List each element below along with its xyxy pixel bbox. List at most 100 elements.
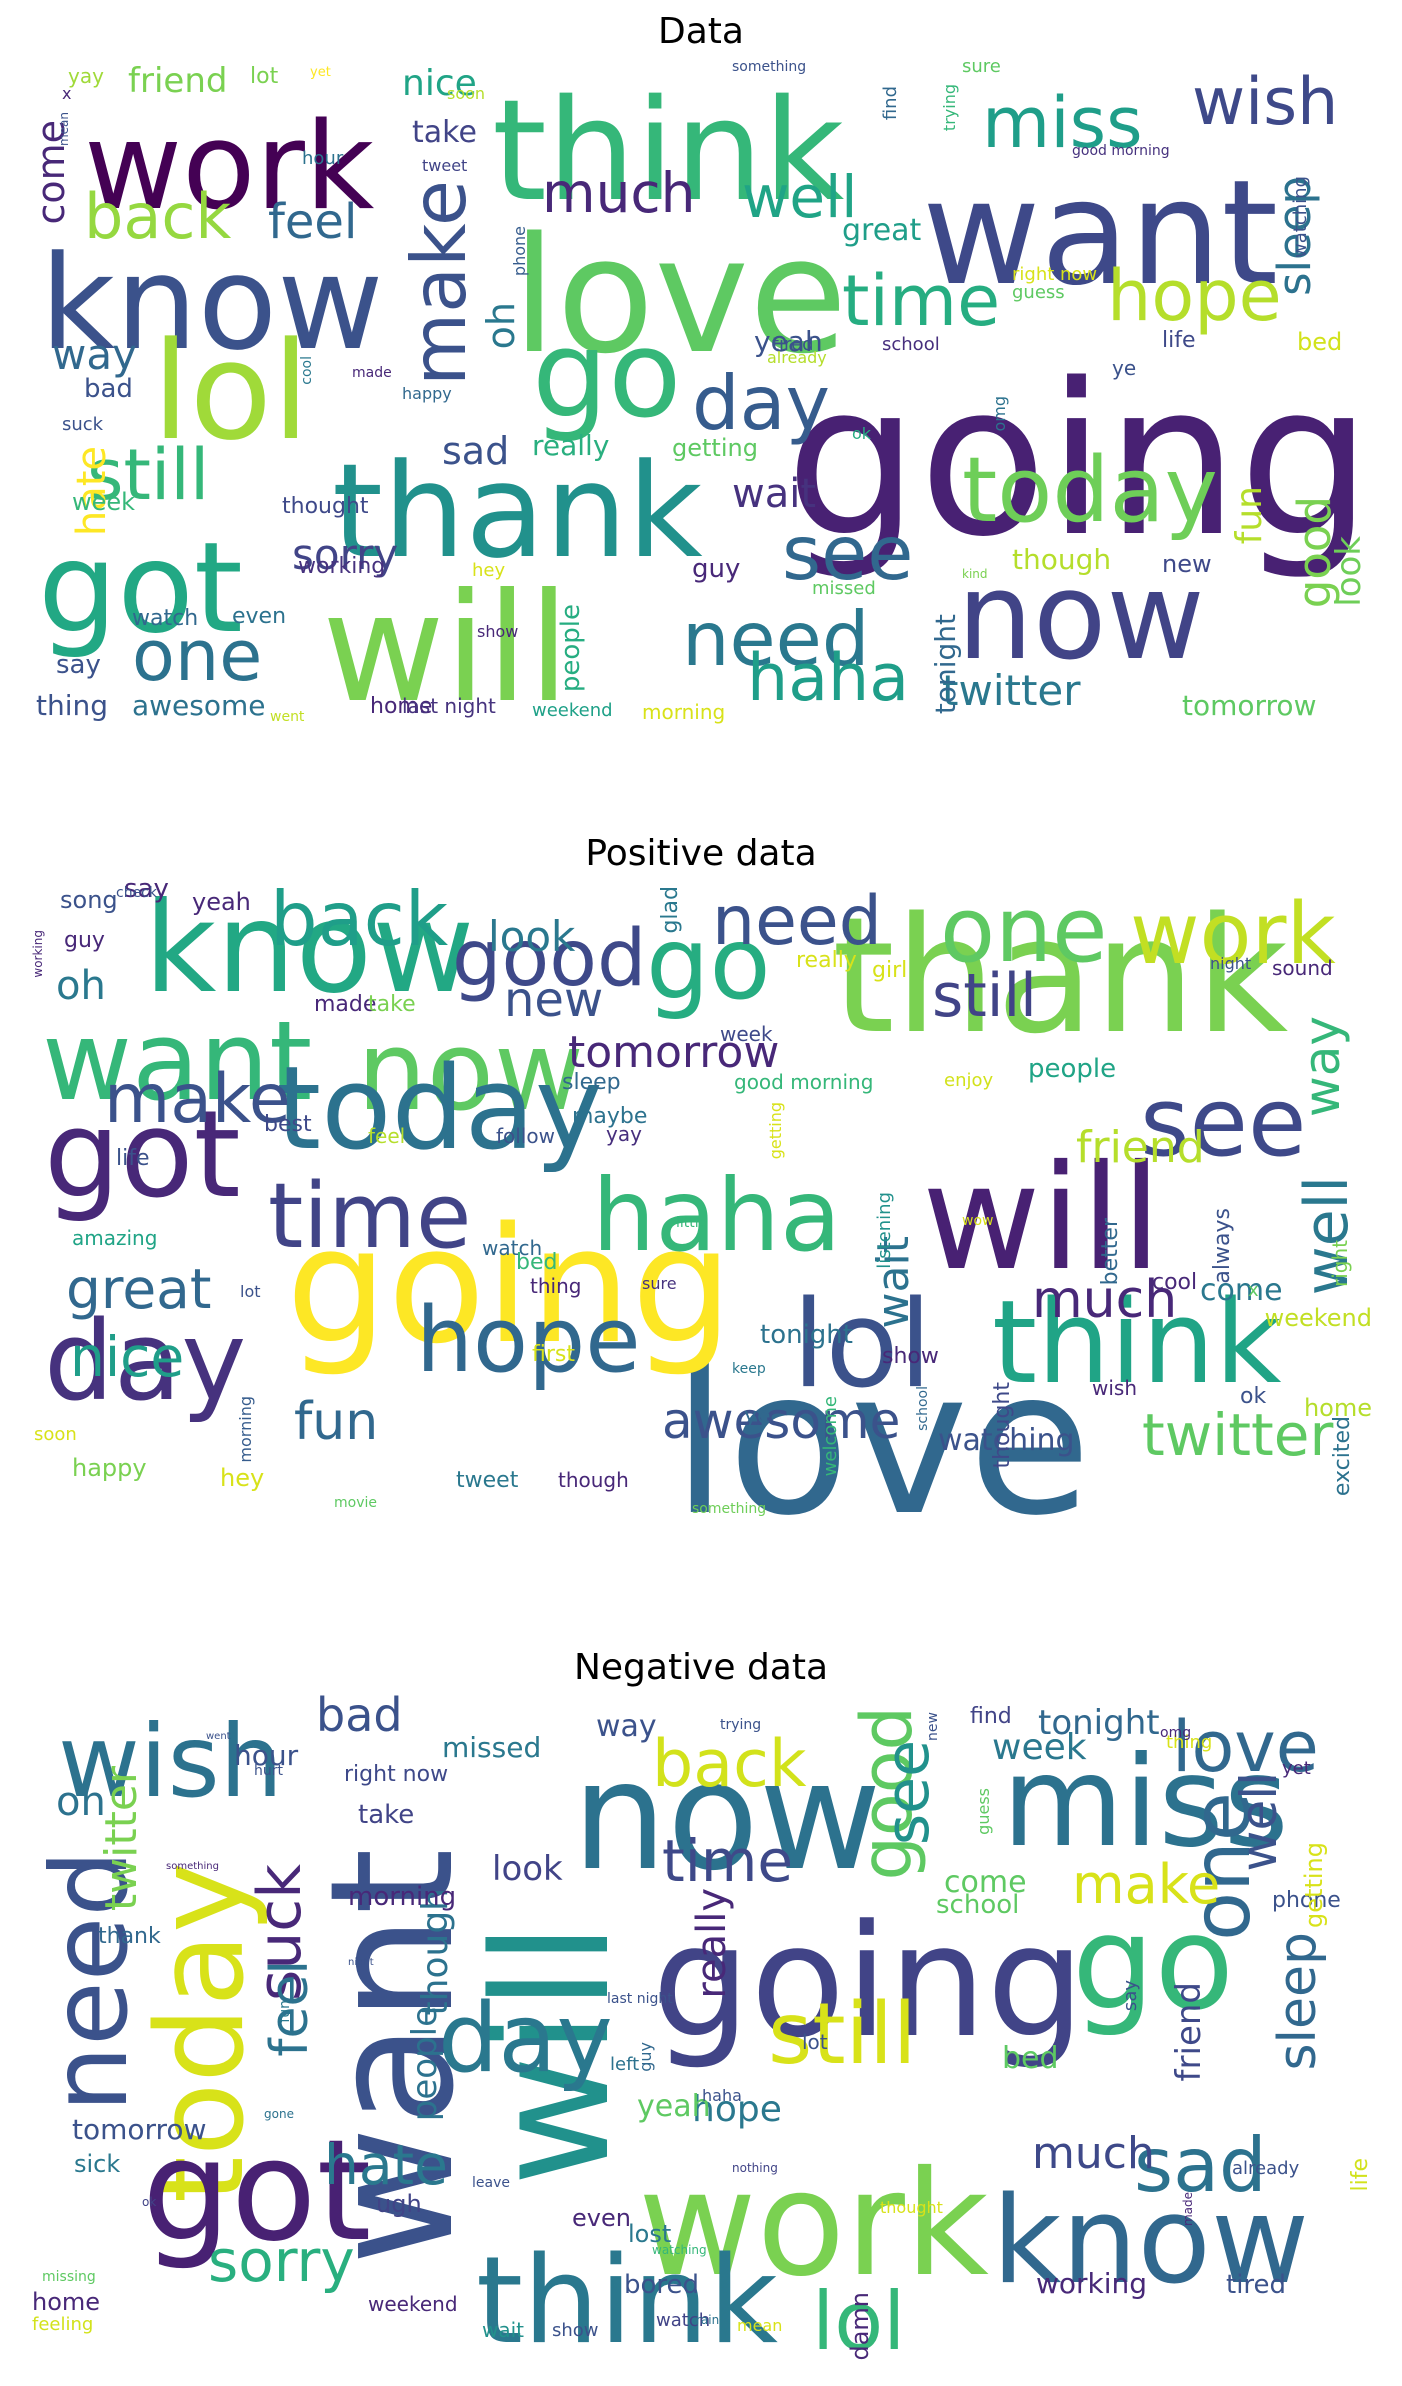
cloud-word: happy: [402, 384, 452, 403]
cloud-word: left: [610, 2054, 640, 2075]
cloud-word: missed: [442, 1731, 542, 1764]
cloud-word: mean: [57, 112, 71, 147]
cloud-word: show: [552, 2320, 599, 2341]
cloud-word: see: [873, 1740, 943, 1846]
cloud-word: day: [44, 1297, 247, 1425]
cloud-word: morning: [236, 1396, 255, 1463]
cloud-word: feel: [368, 1124, 406, 1148]
cloud-word: yay: [606, 1122, 642, 1146]
cloud-word: keep: [732, 1361, 766, 1377]
cloud-word: even: [572, 2204, 631, 2232]
cloud-word: school: [915, 1386, 931, 1431]
cloud-word: welcome: [820, 1396, 841, 1477]
cloud-word: ok: [142, 2195, 157, 2209]
cloud-word: nothing: [732, 2161, 778, 2175]
cloud-word: find: [970, 1704, 1012, 1729]
cloud-word: want: [922, 149, 1279, 318]
cloud-word: though: [558, 1468, 629, 1492]
cloud-word: go: [646, 905, 771, 1022]
word-cloud-data: going will love think know work want thank got lo…: [32, 56, 1372, 724]
cloud-word: tomorrow: [72, 2113, 207, 2146]
cloud-word: got: [38, 516, 243, 661]
cloud-word: twitter: [1142, 1401, 1334, 1469]
cloud-word: school: [936, 1890, 1020, 1920]
cloud-word: something: [692, 1501, 767, 1517]
cloud-word: lol: [152, 313, 310, 470]
cloud-word: think: [476, 2232, 778, 2362]
cloud-word: feeling: [32, 2314, 94, 2335]
cloud-word: find: [880, 86, 901, 121]
cloud-word: show: [477, 622, 519, 641]
cloud-word: last night: [402, 694, 496, 718]
cloud-word: look: [492, 1849, 563, 1889]
cloud-word: make: [395, 180, 483, 386]
cloud-word: home: [1303, 1394, 1372, 1422]
cloud-word: listening: [874, 1192, 895, 1269]
cloud-word: good morning: [734, 1070, 874, 1094]
cloud-word: life: [1162, 328, 1196, 353]
cloud-word: day: [438, 1984, 613, 2094]
cloud-word: trying: [940, 84, 959, 132]
cloud-word: come: [1200, 1273, 1283, 1308]
cloud-word: look: [488, 912, 576, 961]
cloud-word: little: [676, 1215, 708, 1231]
cloud-word: see: [1140, 1068, 1307, 1178]
cloud-word: ye: [1112, 356, 1137, 380]
cloud-word: glad: [658, 886, 683, 934]
cloud-word: getting: [672, 434, 758, 462]
cloud-word: one: [940, 878, 1108, 983]
cloud-word: working: [32, 930, 45, 978]
cloud-word: life: [116, 1146, 150, 1171]
cloud-word: first: [532, 1342, 575, 1367]
cloud-word: home: [370, 694, 433, 719]
cloud-word: make: [104, 1060, 291, 1139]
cloud-word: follow: [496, 1124, 555, 1148]
cloud-word: now: [572, 1730, 882, 1904]
cloud-word: tweet: [456, 1468, 519, 1493]
cloud-word: friend: [128, 61, 228, 101]
cloud-word: thought: [990, 1382, 1015, 1469]
cloud-word: hope: [416, 1288, 641, 1393]
cloud-word: time: [842, 260, 1001, 342]
cloud-word: guy: [636, 2042, 655, 2072]
cloud-word: sleep: [1268, 1932, 1328, 2071]
cloud-word: today: [962, 438, 1218, 543]
cloud-word: think: [992, 1276, 1282, 1410]
cloud-word: check: [116, 885, 157, 901]
cloud-word: people: [556, 604, 586, 693]
cloud-word: hope: [1107, 255, 1282, 337]
cloud-word: sure: [962, 56, 1001, 77]
cloud-word: sorry: [208, 2227, 355, 2295]
cloud-word: yet: [1282, 1758, 1311, 1779]
cloud-word: yeah: [192, 888, 251, 916]
cloud-word: made: [1181, 2192, 1195, 2227]
cloud-word: x: [1248, 1280, 1259, 1301]
cloud-word: going: [652, 1891, 1085, 2072]
cloud-word: sick: [74, 2150, 121, 2178]
cloud-word: miss: [982, 82, 1143, 164]
cloud-word: wait: [482, 2318, 525, 2342]
cloud-word: great: [842, 213, 922, 248]
cloud-word: friend: [1169, 1982, 1209, 2082]
cloud-word: enjoy: [944, 1070, 994, 1091]
cloud-word: even: [232, 604, 287, 629]
cloud-word: know: [992, 2172, 1310, 2311]
cloud-word: watching: [652, 2243, 707, 2257]
cloud-word: hope: [692, 2089, 782, 2130]
cloud-word: work: [84, 98, 375, 237]
cloud-word: cool: [299, 356, 315, 385]
cloud-word: wish: [1092, 1376, 1138, 1400]
panel-title-data: Data: [658, 11, 744, 52]
cloud-word: really: [689, 1888, 735, 1999]
cloud-word: look: [1329, 536, 1369, 607]
cloud-word: right: [1328, 1240, 1352, 1287]
cloud-word: tonight: [929, 614, 962, 715]
cloud-word: tonight: [1038, 1703, 1160, 1743]
cloud-word: lot: [240, 1282, 261, 1301]
cloud-word: great: [66, 1257, 212, 1321]
cloud-word: right now: [1012, 264, 1098, 285]
cloud-word: soon: [34, 1424, 77, 1445]
cloud-word: made: [352, 365, 392, 381]
cloud-word: twitter: [942, 666, 1081, 715]
cloud-word: new: [1162, 550, 1212, 578]
